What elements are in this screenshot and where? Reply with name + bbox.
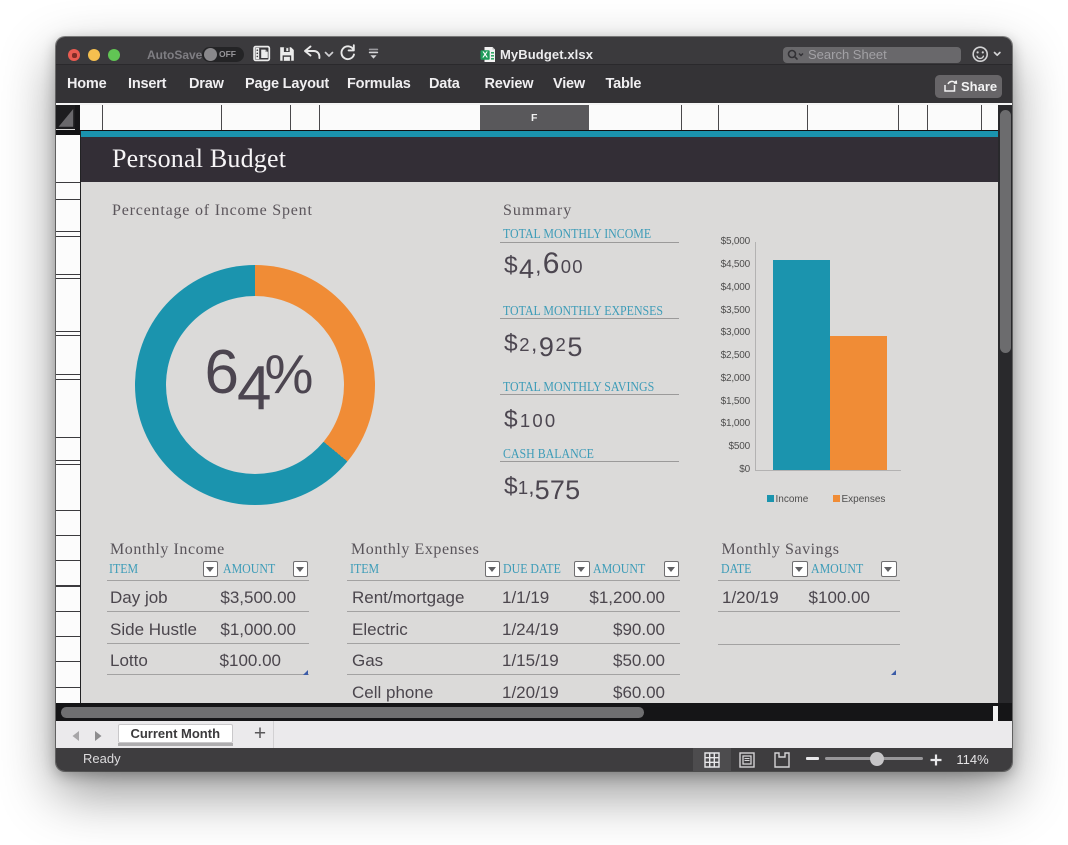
- svg-text:X: X: [482, 49, 488, 59]
